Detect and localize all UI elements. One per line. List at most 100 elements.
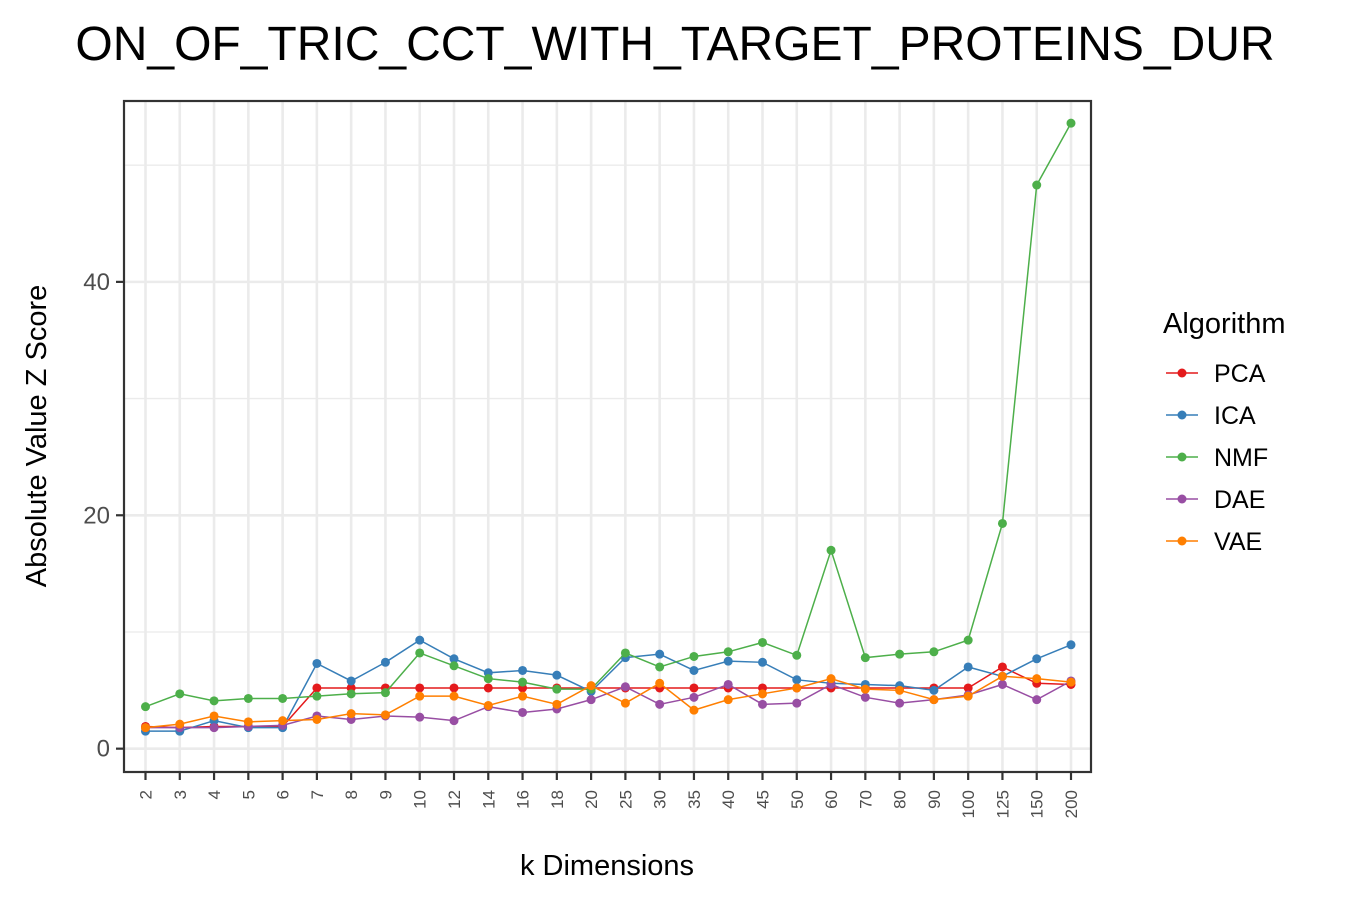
data-point-vae [963, 691, 973, 701]
data-point-nmf [963, 635, 973, 645]
legend-item-ica: ICA [1166, 402, 1256, 430]
data-point-vae [620, 698, 630, 708]
data-point-vae [141, 723, 150, 733]
x-tick-label: 80 [891, 790, 910, 809]
series-layer [141, 118, 1076, 736]
major-gridlines [124, 101, 1091, 772]
x-axis-title: k Dimensions [520, 850, 694, 882]
x-tick-label: 12 [445, 790, 464, 809]
data-point-vae [586, 681, 596, 691]
x-tick-label: 4 [205, 790, 224, 799]
data-point-vae [175, 719, 185, 729]
data-point-nmf [929, 647, 939, 657]
data-point-vae [895, 685, 905, 695]
x-tick-label: 7 [308, 790, 327, 799]
data-point-vae [312, 714, 322, 724]
data-point-nmf [1032, 180, 1042, 190]
x-tick-label: 18 [548, 790, 567, 809]
x-tick-label: 100 [959, 790, 978, 818]
data-point-dae [209, 723, 219, 733]
legend-item-pca: PCA [1166, 360, 1266, 388]
x-tick-label: 200 [1062, 790, 1081, 818]
series-vae [141, 671, 1076, 733]
data-point-ica [758, 657, 767, 667]
x-tick-label: 20 [582, 790, 601, 809]
x-tick-label: 14 [479, 790, 498, 809]
data-point-pca [997, 662, 1007, 672]
data-point-pca [415, 683, 425, 693]
data-point-dae [860, 692, 870, 702]
x-tick-label: 90 [925, 790, 944, 809]
data-point-nmf [278, 693, 288, 703]
data-point-ica [312, 658, 322, 668]
legend: Algorithm PCA ICA NMF DAE VAE [1163, 308, 1286, 556]
data-point-pca [689, 683, 699, 693]
x-tick-label: 150 [1028, 790, 1047, 818]
legend-key-point [1177, 410, 1187, 420]
x-tick-label: 6 [274, 790, 293, 799]
chart-title: ON_OF_TRIC_CCT_WITH_TARGET_PROTEINS_DUR [75, 18, 1274, 71]
data-point-pca [312, 683, 322, 693]
data-point-nmf [758, 637, 767, 647]
data-point-dae [449, 716, 459, 726]
x-tick-label: 30 [651, 790, 670, 809]
data-point-vae [929, 695, 939, 705]
data-point-nmf [312, 691, 322, 701]
data-point-nmf [723, 647, 733, 657]
data-point-nmf [860, 653, 870, 663]
data-point-vae [449, 691, 459, 701]
data-point-vae [1066, 677, 1076, 687]
x-tick-label: 45 [754, 790, 773, 809]
legend-item-vae: VAE [1166, 528, 1262, 556]
x-tick-label: 10 [411, 790, 430, 809]
y-tick-label: 40 [83, 269, 110, 296]
data-point-ica [1032, 654, 1042, 664]
series-line-nmf [145, 122, 1072, 708]
series-line-vae [145, 675, 1072, 729]
legend-label: ICA [1214, 402, 1256, 430]
data-point-vae [380, 710, 390, 720]
x-tick-label: 2 [137, 790, 156, 799]
data-point-nmf [141, 702, 150, 712]
legend-key-point [1177, 452, 1187, 462]
data-point-ica [792, 675, 802, 685]
x-tick-label: 25 [616, 790, 635, 809]
x-tick-label: 70 [856, 790, 875, 809]
y-tick-label: 0 [97, 736, 110, 763]
x-tick-label: 60 [822, 790, 841, 809]
data-point-dae [689, 692, 699, 702]
y-tick-label: 20 [83, 502, 110, 529]
data-point-ica [963, 662, 973, 672]
data-point-vae [278, 716, 288, 726]
data-point-dae [895, 698, 905, 708]
data-point-nmf [346, 689, 356, 699]
data-point-pca [449, 683, 459, 693]
data-point-nmf [1066, 118, 1076, 128]
data-point-dae [723, 679, 733, 689]
plot-panel-border [122, 99, 1093, 774]
data-point-vae [1032, 674, 1042, 684]
data-point-nmf [655, 662, 665, 672]
legend-title: Algorithm [1163, 308, 1286, 340]
data-point-ica [518, 665, 528, 675]
legend-item-dae: DAE [1166, 486, 1265, 514]
legend-label: NMF [1214, 444, 1268, 472]
series-line-ica [145, 639, 1072, 732]
data-point-dae [586, 695, 596, 705]
y-axis-title: Absolute Value Z Score [21, 285, 53, 588]
data-point-vae [997, 671, 1007, 681]
data-point-pca [483, 683, 493, 693]
data-point-nmf [380, 688, 390, 698]
series-nmf [141, 118, 1076, 712]
data-point-pca [963, 683, 973, 693]
data-point-ica [723, 656, 733, 666]
data-point-ica [552, 670, 562, 680]
x-tick-label: 5 [239, 790, 258, 799]
data-point-vae [243, 717, 253, 727]
x-tick-label: 3 [171, 790, 190, 799]
data-point-ica [929, 685, 939, 695]
data-point-dae [620, 682, 630, 692]
x-tick-label: 8 [342, 790, 361, 799]
data-point-ica [689, 665, 699, 675]
